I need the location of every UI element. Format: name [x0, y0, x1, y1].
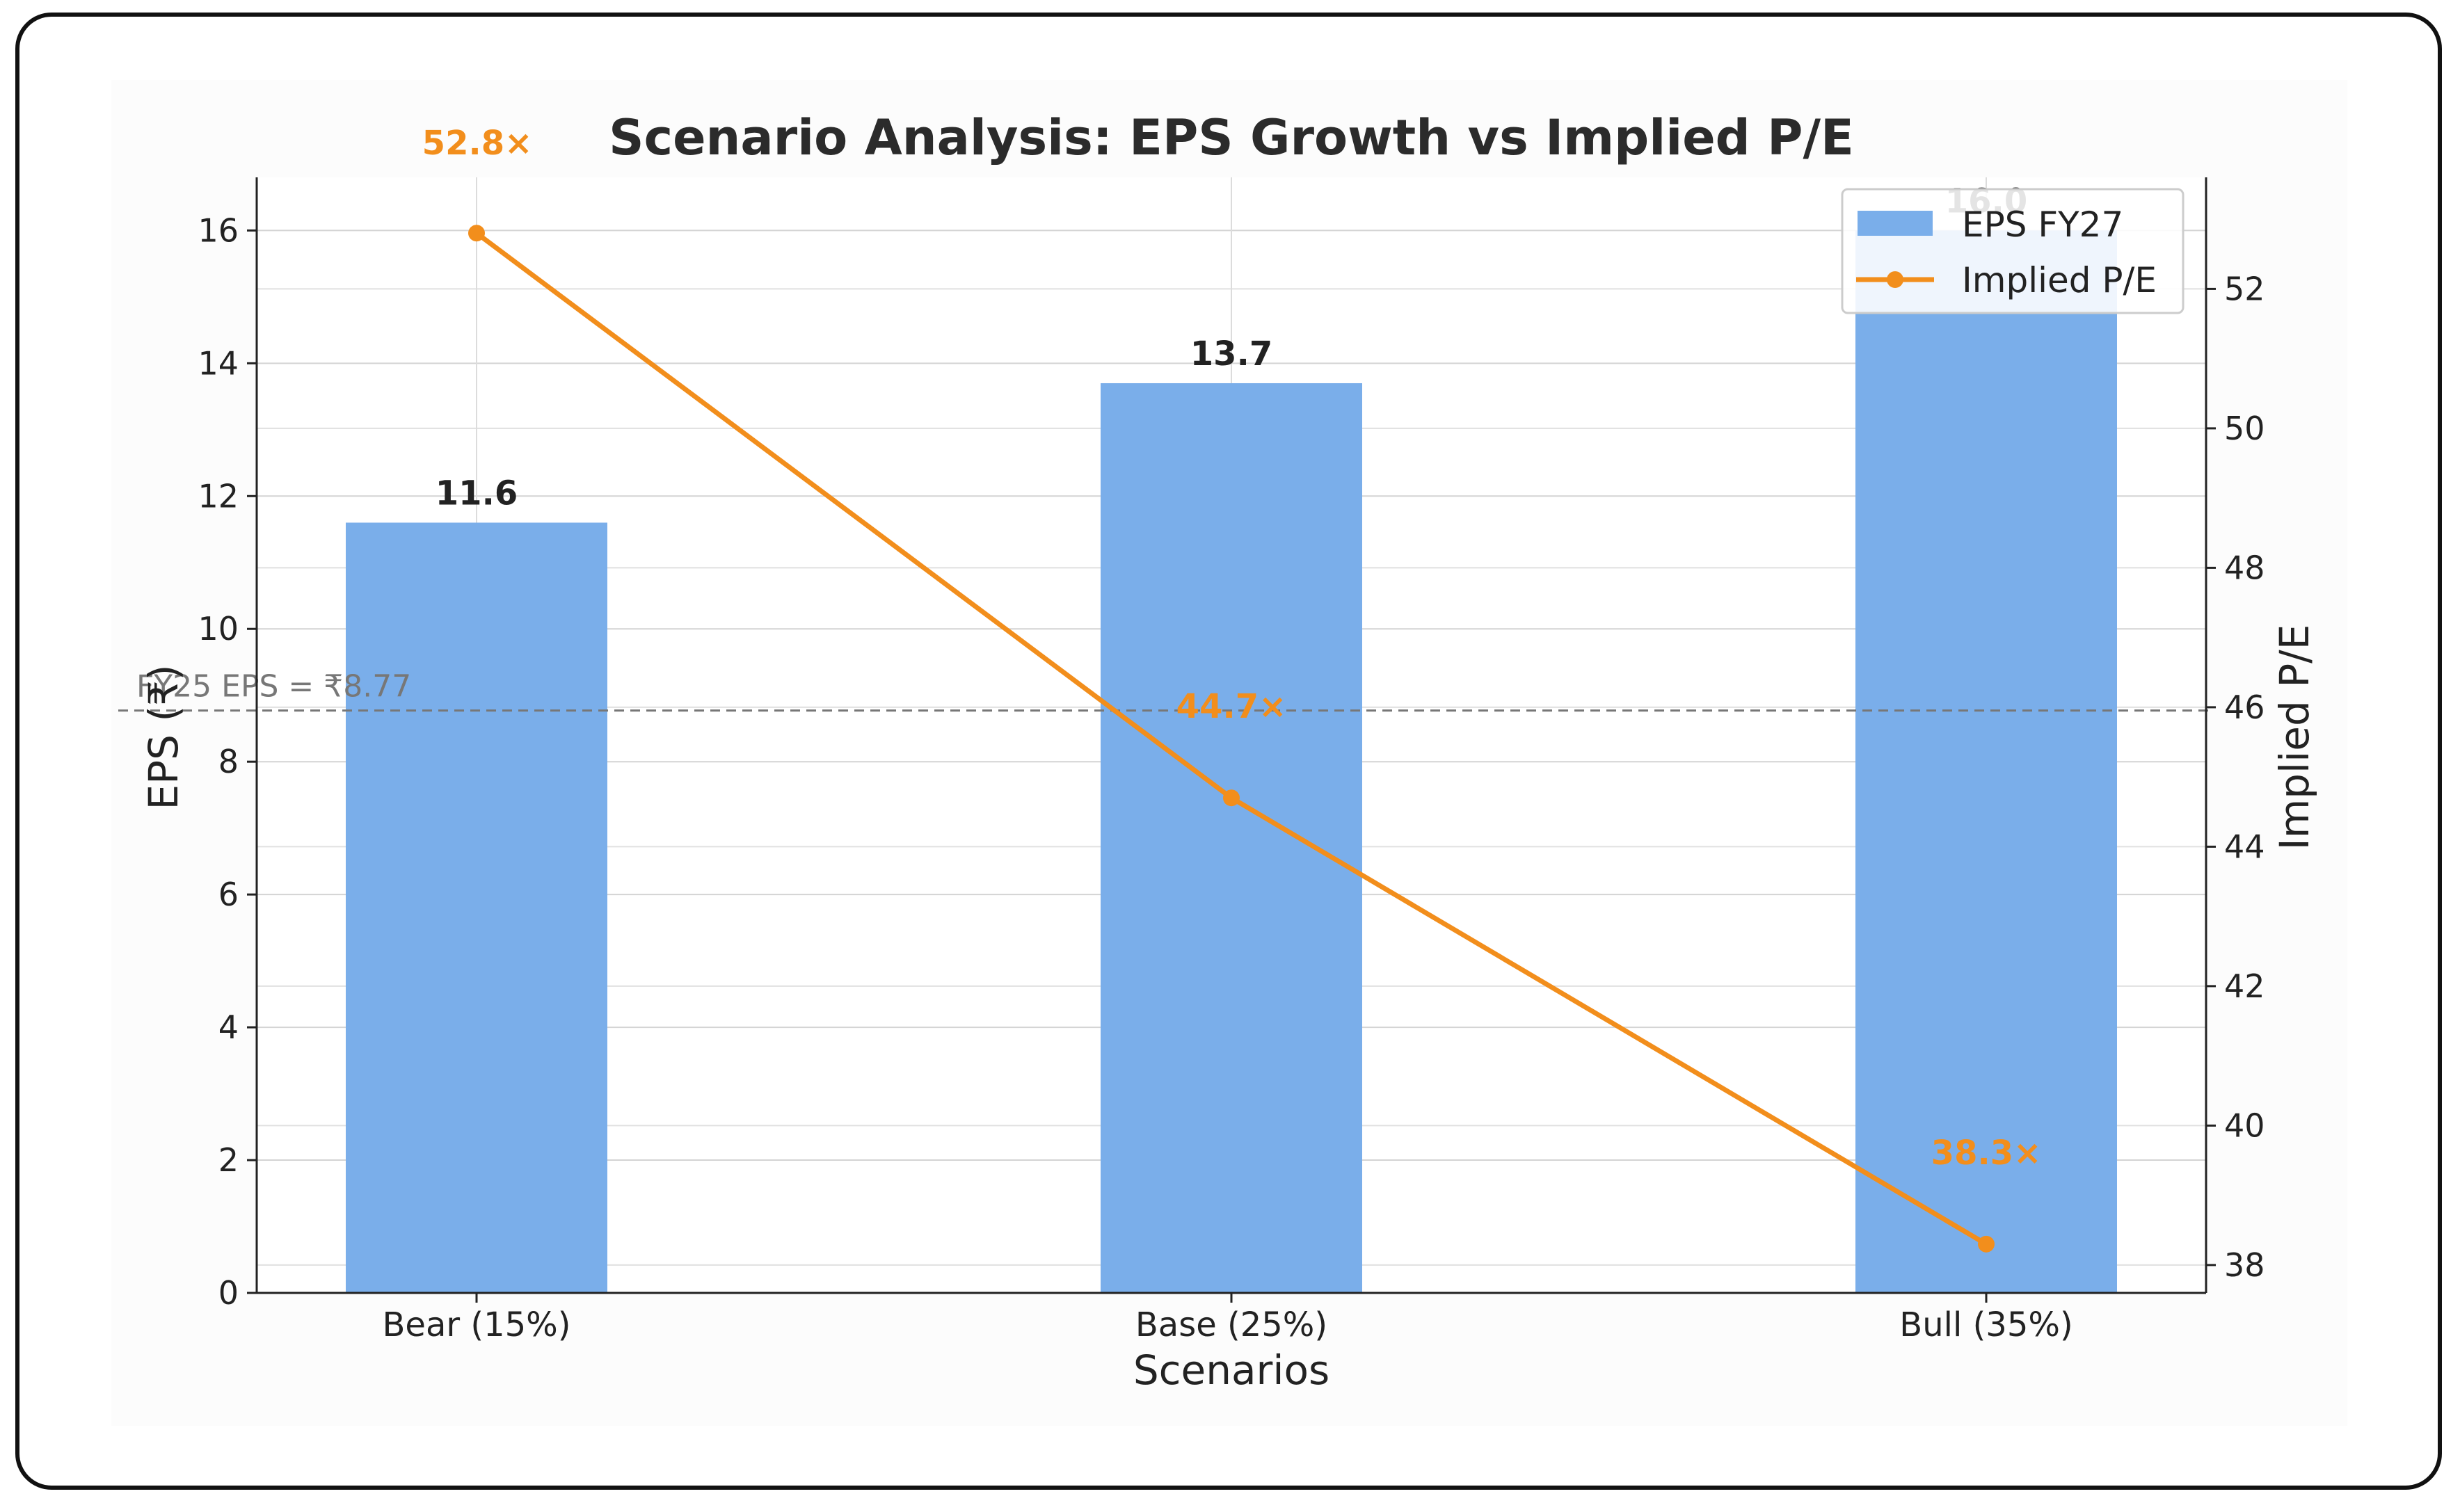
pe-point-1: [1223, 789, 1240, 807]
legend-line-marker: [1887, 271, 1903, 288]
reference-line-label: FY25 EPS = ₹8.77: [136, 669, 411, 705]
y2-tick-label: 48: [2224, 549, 2265, 586]
y-tick-label: 16: [198, 211, 239, 249]
pe-value-label-2: 38.3×: [1931, 1134, 2042, 1173]
y2-tick-label: 40: [2224, 1107, 2265, 1144]
y-tick-label: 12: [198, 477, 239, 515]
legend-entry-pe: Implied P/E: [1962, 260, 2157, 300]
legend: EPS FY27 Implied P/E: [1841, 188, 2185, 314]
y2-tick-label: 46: [2224, 689, 2265, 726]
y2-tick-label: 52: [2224, 270, 2265, 307]
x-tick-label-2: Bull (35%): [1899, 1305, 2072, 1344]
bar-value-label-0: 11.6: [436, 474, 518, 513]
y2-tick-label: 42: [2224, 967, 2265, 1005]
bars: 11.613.716.0: [346, 182, 2117, 1293]
bar-value-label-1: 13.7: [1190, 335, 1272, 373]
legend-bar-swatch: [1858, 211, 1933, 236]
x-axis-label: Scenarios: [1133, 1346, 1329, 1394]
bar-eps-2: [1855, 230, 2117, 1293]
x-tick-label-0: Bear (15%): [382, 1305, 570, 1344]
y-tick-label: 6: [218, 876, 239, 913]
pe-point-2: [1978, 1235, 1995, 1253]
y-tick-label: 4: [218, 1008, 239, 1046]
pe-value-label-1: 44.7×: [1176, 687, 1287, 726]
y2-tick-label: 50: [2224, 410, 2265, 447]
chart-title: Scenario Analysis: EPS Growth vs Implied…: [609, 109, 1854, 166]
pe-line: 52.8× 44.7× 38.3×: [422, 124, 2042, 1253]
pe-point-0: [468, 225, 485, 242]
y2-tick-label: 38: [2224, 1246, 2265, 1284]
pe-value-label-0: 52.8×: [422, 124, 533, 163]
bar-eps-1: [1101, 383, 1362, 1293]
y-tick-label: 14: [198, 344, 239, 382]
y2-tick-label: 44: [2224, 828, 2265, 865]
bar-eps-0: [346, 522, 607, 1293]
y-tick-label: 8: [218, 743, 239, 780]
y-tick-label: 0: [218, 1274, 239, 1312]
y-tick-label: 2: [218, 1141, 239, 1179]
legend-entry-eps: EPS FY27: [1962, 204, 2123, 245]
y-axis-label: EPS (₹): [140, 664, 187, 810]
x-tick-label-1: Base (25%): [1135, 1305, 1327, 1344]
y2-axis-label: Implied P/E: [2271, 625, 2318, 851]
y-tick-label: 10: [198, 610, 239, 648]
